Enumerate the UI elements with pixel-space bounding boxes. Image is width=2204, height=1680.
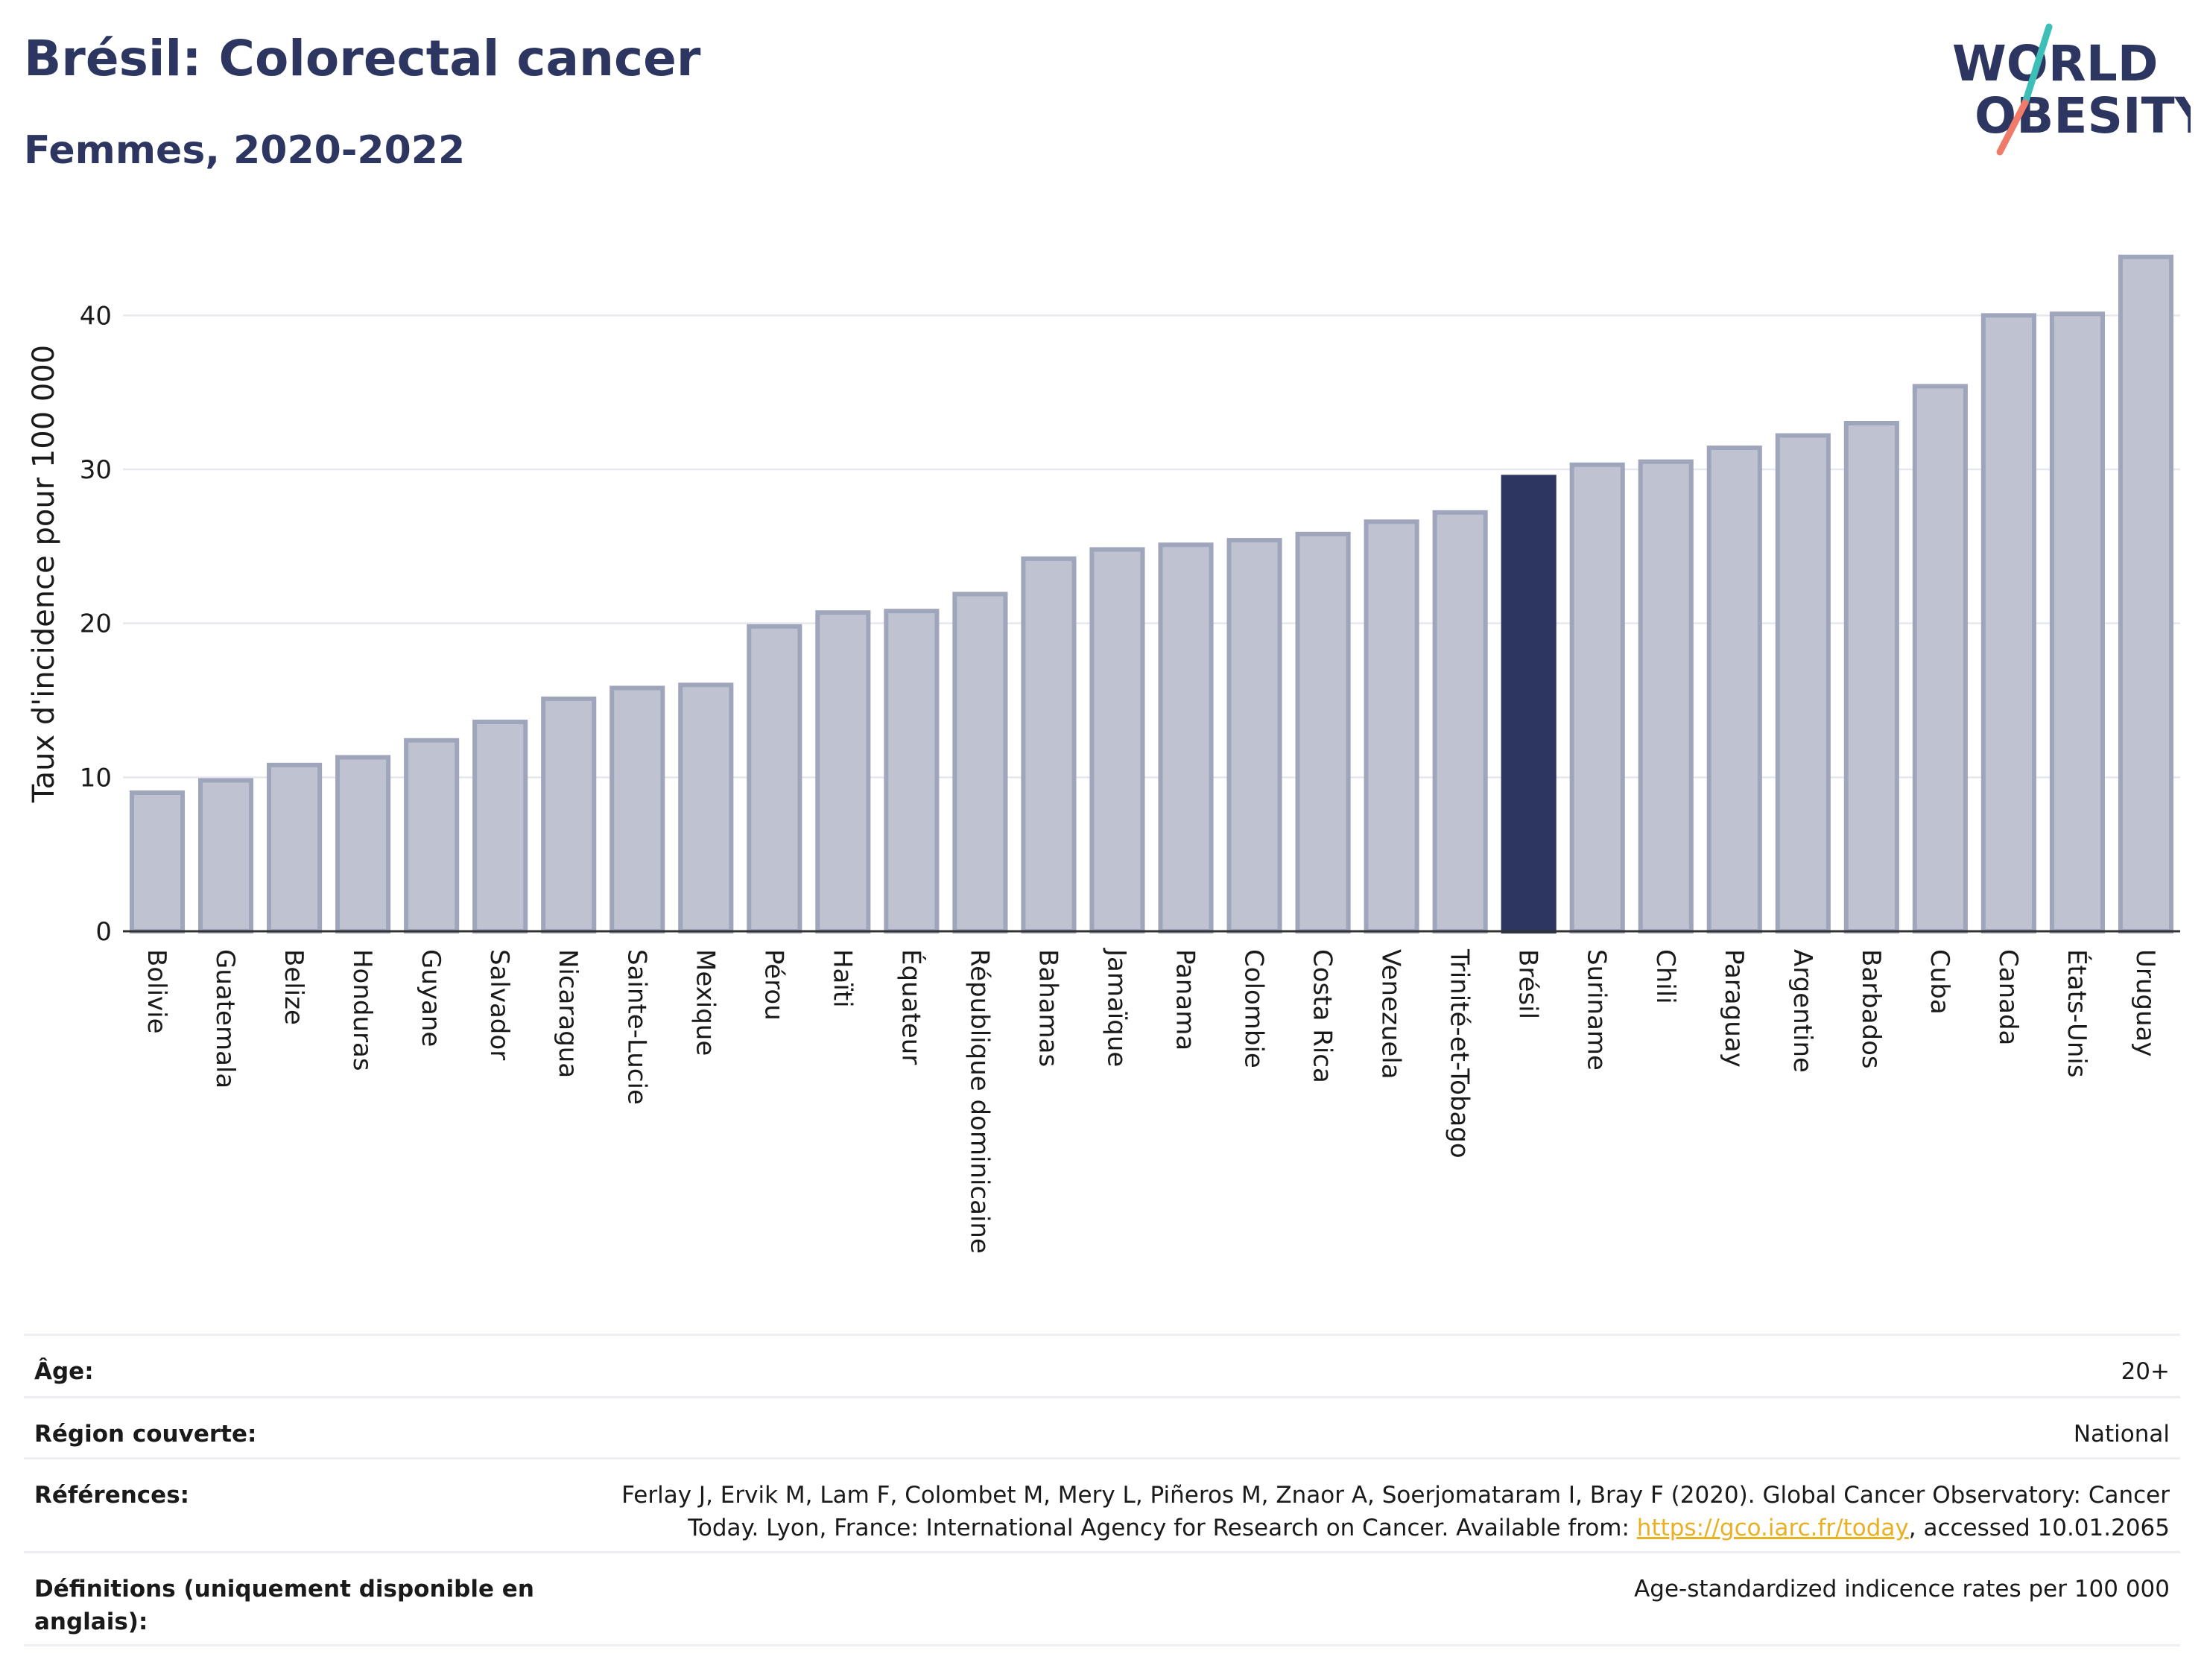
logo-slash-bottom <box>1996 99 2029 156</box>
bar <box>1295 531 1351 933</box>
x-tick-label: Suriname <box>1582 949 1612 1071</box>
references-accessed: , accessed 10.01.2065 <box>1908 1515 2170 1541</box>
bar <box>2049 311 2106 933</box>
x-tick-label: Canada <box>1993 949 2023 1045</box>
references-value: Ferlay J, Ervik M, Lam F, Colombet M, Me… <box>621 1479 2170 1551</box>
definitions-label: Définitions (uniquement disponible en an… <box>34 1576 534 1635</box>
x-tick-label: République dominicaine <box>964 949 994 1254</box>
bar <box>1912 384 1968 933</box>
x-tick-label: Bahamas <box>1033 949 1063 1067</box>
bar <box>1706 446 1762 933</box>
bar <box>1775 433 1831 933</box>
bar <box>541 696 597 934</box>
x-tick-label: Guatemala <box>210 949 240 1088</box>
x-tick-label: Mexique <box>690 949 720 1056</box>
bar <box>472 719 528 934</box>
bar <box>884 609 940 934</box>
bar <box>1021 556 1077 933</box>
bar <box>404 738 460 933</box>
chart-subtitle: Femmes, 2020-2022 <box>24 128 466 173</box>
x-tick-label: Panama <box>1171 949 1200 1050</box>
x-tick-label: Paraguay <box>1719 949 1749 1068</box>
y-axis-label: Taux d'incidence pour 100 000 <box>27 345 61 803</box>
bar <box>267 762 323 934</box>
bar <box>197 778 254 934</box>
x-tick-label: Uruguay <box>2130 949 2160 1057</box>
x-tick-label: Trinité-et-Tobago <box>1445 948 1475 1158</box>
x-tick-label: Sainte-Lucie <box>621 949 651 1105</box>
bar <box>1843 421 1899 933</box>
x-tick-label: Haïti <box>827 949 857 1008</box>
tick-labels: 0 10 20 30 40 Bolivie Guatemala Belize Honduras G… <box>27 301 2160 1254</box>
x-tick-label: Barbados <box>1856 949 1886 1069</box>
definitions-value: Age-standardized indicence rates per 100… <box>1634 1576 2170 1603</box>
bar <box>1364 519 1419 933</box>
bar <box>129 790 186 933</box>
world-obesity-logo: WORLD OBESITY <box>1952 23 2191 156</box>
bar-chart: 0 10 20 30 40 Bolivie Guatemala Belize Honduras G… <box>27 254 2180 1254</box>
x-tick-label: Brésil <box>1513 949 1543 1019</box>
bar <box>609 685 665 933</box>
x-tick-label: Honduras <box>347 949 377 1071</box>
bar-highlight <box>1501 475 1557 933</box>
info-row-definitions: Définitions (uniquement disponible en an… <box>24 1551 2180 1646</box>
x-tick-label: États-Unis <box>2062 949 2092 1078</box>
bar <box>678 682 734 933</box>
x-tick-label: Belize <box>279 949 308 1025</box>
info-row-region: Région couverte: National <box>24 1396 2180 1457</box>
age-label: Âge: <box>34 1358 94 1385</box>
bar <box>815 610 871 933</box>
info-row-references: Références: Ferlay J, Ervik M, Lam F, Co… <box>24 1457 2180 1551</box>
logo-line1: WORLD <box>1952 35 2159 92</box>
y-tick-label: 20 <box>80 609 112 639</box>
references-link[interactable]: https://gco.iarc.fr/today <box>1636 1515 1909 1541</box>
bar <box>1638 459 1694 933</box>
bar <box>952 592 1008 934</box>
region-value: National <box>2073 1421 2170 1448</box>
bar <box>1158 542 1214 933</box>
bar <box>1980 313 2036 934</box>
x-tick-label: Chili <box>1650 949 1680 1004</box>
y-tick-label: 10 <box>80 763 112 793</box>
references-line1: Ferlay J, Ervik M, Lam F, Colombet M, Me… <box>621 1482 2170 1509</box>
bar <box>1089 547 1145 933</box>
x-tick-label: Bolivie <box>142 949 171 1034</box>
x-tick-label: Équateur <box>896 949 926 1065</box>
chart-title: Brésil: Colorectal cancer <box>24 30 701 87</box>
x-tick-label: Pérou <box>759 949 788 1021</box>
region-label: Région couverte: <box>34 1421 257 1448</box>
x-tick-label: Nicaragua <box>553 949 583 1078</box>
age-value: 20+ <box>2121 1358 2170 1385</box>
x-tick-label: Salvador <box>484 949 514 1060</box>
x-tick-label: Jamaïque <box>1101 948 1131 1067</box>
grid-lines <box>123 314 2180 779</box>
references-label: Références: <box>34 1482 190 1509</box>
x-tick-label: Cuba <box>1925 949 1954 1015</box>
bar <box>1226 538 1282 933</box>
y-tick-label: 30 <box>80 455 112 485</box>
x-tick-label: Costa Rica <box>1308 949 1337 1083</box>
bar <box>335 755 391 934</box>
x-tick-label: Guyane <box>416 949 446 1047</box>
info-row-age: Âge: 20+ <box>24 1334 2180 1396</box>
y-tick-label: 0 <box>95 917 112 947</box>
bars <box>129 254 2174 934</box>
bar <box>2118 254 2174 933</box>
bar <box>1432 510 1488 933</box>
info-table: Âge: 20+ Région couverte: National Référ… <box>24 1334 2180 1646</box>
y-tick-label: 40 <box>80 301 112 331</box>
logo-slash-top <box>2021 23 2053 107</box>
bar <box>747 624 802 933</box>
x-tick-label: Colombie <box>1239 949 1269 1068</box>
x-tick-label: Argentine <box>1787 949 1817 1073</box>
x-tick-label: Venezuela <box>1376 949 1406 1080</box>
references-line2: Today. Lyon, France: International Agenc… <box>688 1515 1637 1541</box>
bar <box>1569 462 1625 933</box>
